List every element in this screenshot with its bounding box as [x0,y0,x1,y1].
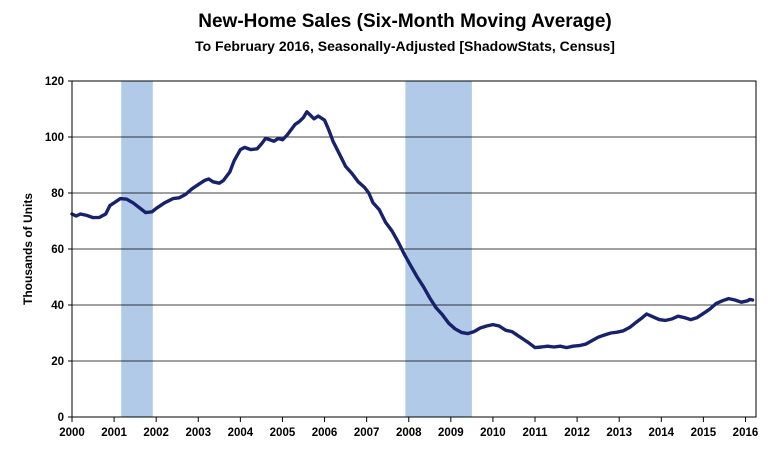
x-tick-label-2011: 2011 [523,427,549,439]
x-tick-label-2016: 2016 [733,427,759,439]
chart-title: New-Home Sales (Six-Month Moving Average… [198,11,612,32]
y-tick-label-40: 40 [51,300,64,312]
y-tick-label-120: 120 [45,76,64,88]
chart-subtitle: To February 2016, Seasonally-Adjusted [S… [195,38,615,54]
x-tick-label-2007: 2007 [354,427,380,439]
y-tick-label-0: 0 [58,412,64,424]
x-tick-label-2013: 2013 [606,427,632,439]
y-tick-label-80: 80 [51,188,64,200]
x-tick-label-2004: 2004 [228,427,254,439]
x-tick-label-2001: 2001 [101,427,127,439]
x-tick-label-2014: 2014 [648,427,674,439]
x-tick-label-2002: 2002 [143,427,169,439]
x-tick-label-2006: 2006 [312,427,338,439]
x-tick-label-2005: 2005 [270,427,296,439]
series-line-1 [70,110,755,350]
x-tick-label-2015: 2015 [691,427,717,439]
y-tick-label-60: 60 [51,244,64,256]
x-tick-label-2000: 2000 [59,427,85,439]
x-tick-label-2003: 2003 [185,427,211,439]
y-axis-label: Thousands of Units [21,193,35,305]
x-tick-label-2012: 2012 [564,427,590,439]
axis-ticks: 0 20 40 60 80 100 120 2000 2001 2002 2003 2004 2005 2… [45,76,758,439]
series-layer [70,110,755,350]
x-tick-label-2008: 2008 [396,427,422,439]
x-tick-label-2010: 2010 [480,427,506,439]
x-tick-label-2009: 2009 [438,427,464,439]
y-tick-label-100: 100 [45,132,64,144]
y-tick-label-20: 20 [51,356,64,368]
